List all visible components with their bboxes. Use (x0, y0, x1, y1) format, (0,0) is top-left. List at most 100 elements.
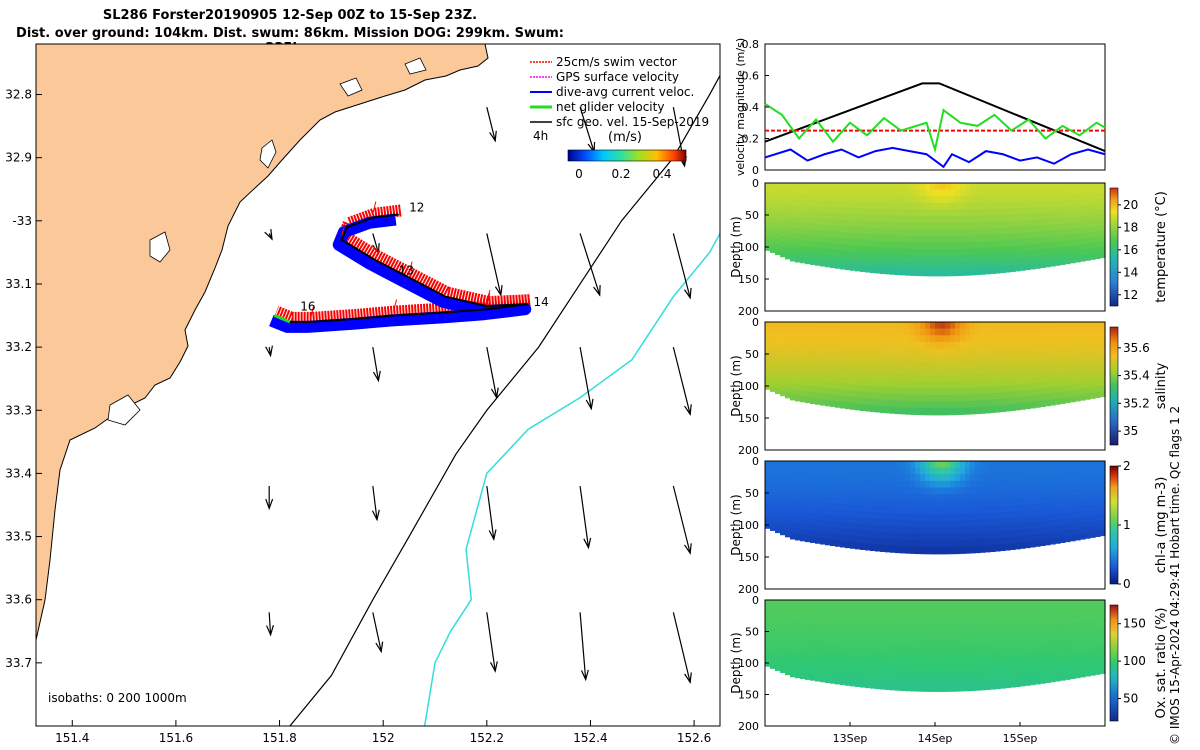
section-cell (1080, 671, 1086, 678)
section-cell (1075, 188, 1081, 195)
section-cell (845, 189, 851, 196)
section-cell (955, 606, 961, 614)
section-cell (1085, 360, 1091, 367)
section-cell (905, 658, 911, 666)
section-cell (795, 395, 801, 402)
section-cell (845, 322, 851, 329)
section-cell (900, 407, 906, 415)
section-cell (890, 228, 896, 236)
section-cell (1055, 628, 1061, 636)
section-cell (875, 202, 881, 210)
section-cell (1065, 223, 1071, 230)
section-cell (850, 251, 856, 259)
section-cell (870, 392, 876, 400)
section-cell (815, 646, 821, 653)
section-cell (995, 208, 1001, 216)
section-cell (940, 540, 946, 548)
section-cell (1095, 631, 1101, 638)
section-cell (810, 258, 816, 265)
section-cell (995, 600, 1001, 607)
section-cell (875, 240, 881, 248)
section-cell (1050, 675, 1056, 683)
section-cell (835, 207, 841, 215)
section-cell (830, 467, 836, 474)
section-cell (1030, 503, 1036, 511)
section-cell (880, 254, 886, 262)
section-cell (850, 402, 856, 410)
section-cell (800, 205, 806, 213)
section-cell (895, 683, 901, 691)
section-cell (1060, 490, 1066, 497)
section-cell (1035, 395, 1041, 402)
section-cell (1100, 492, 1106, 499)
depth-tick-label: 200 (738, 583, 759, 596)
section-cell (945, 209, 951, 217)
section-cell (1060, 206, 1066, 213)
section-cell (1060, 662, 1066, 670)
section-cell (890, 241, 896, 249)
section-cell (955, 189, 961, 197)
section-cell (1015, 542, 1021, 550)
section-cell (790, 627, 796, 634)
section-cell (780, 246, 786, 252)
section-cell (895, 619, 901, 627)
section-cell (1070, 205, 1076, 213)
section-cell (1035, 605, 1041, 613)
section-cell (1025, 600, 1031, 607)
section-cell (855, 486, 861, 493)
section-cell (975, 406, 981, 415)
section-cell (975, 683, 981, 691)
section-cell (1000, 461, 1006, 468)
section-cell (810, 212, 816, 219)
section-cell (805, 645, 811, 652)
section-cell (885, 545, 891, 553)
section-cell (1085, 516, 1091, 523)
section-cell (1070, 228, 1076, 235)
section-cell (1015, 258, 1021, 266)
section-cell (895, 335, 901, 343)
section-cell (810, 229, 816, 236)
section-cell (1030, 528, 1036, 536)
section-cell (910, 394, 916, 402)
section-cell (780, 374, 786, 381)
section-cell (875, 379, 881, 387)
section-cell (795, 333, 801, 340)
section-cell (775, 600, 781, 606)
section-cell (950, 684, 956, 692)
section-cell (920, 388, 926, 396)
section-cell (840, 371, 846, 378)
section-cell (985, 467, 991, 475)
section-cell (840, 497, 846, 505)
section-cell (1005, 637, 1011, 645)
section-cell (1020, 390, 1026, 398)
section-cell (895, 393, 901, 402)
section-cell (910, 361, 916, 369)
section-cell (1040, 647, 1046, 655)
section-cell (1060, 183, 1066, 190)
section-cell (1075, 211, 1081, 218)
section-cell (995, 531, 1001, 539)
section-cell (965, 651, 971, 659)
section-cell (1085, 183, 1091, 190)
section-cell (895, 189, 901, 197)
section-cell (940, 626, 946, 634)
section-cell (1095, 183, 1101, 189)
section-cell (945, 262, 951, 270)
section-cell (840, 540, 846, 548)
section-cell (925, 606, 931, 614)
section-cell (1075, 633, 1081, 640)
section-cell (915, 196, 921, 204)
section-cell (770, 222, 776, 229)
section-cell (940, 645, 946, 653)
section-cell (945, 361, 951, 369)
section-cell (1090, 392, 1096, 399)
section-cell (1000, 246, 1006, 254)
section-cell (805, 350, 811, 358)
section-cell (810, 391, 816, 399)
section-cell (1025, 346, 1031, 354)
section-cell (910, 209, 916, 217)
section-cell (860, 227, 866, 235)
section-cell (1075, 611, 1081, 618)
section-cell (1070, 344, 1076, 352)
section-cell (890, 341, 896, 349)
